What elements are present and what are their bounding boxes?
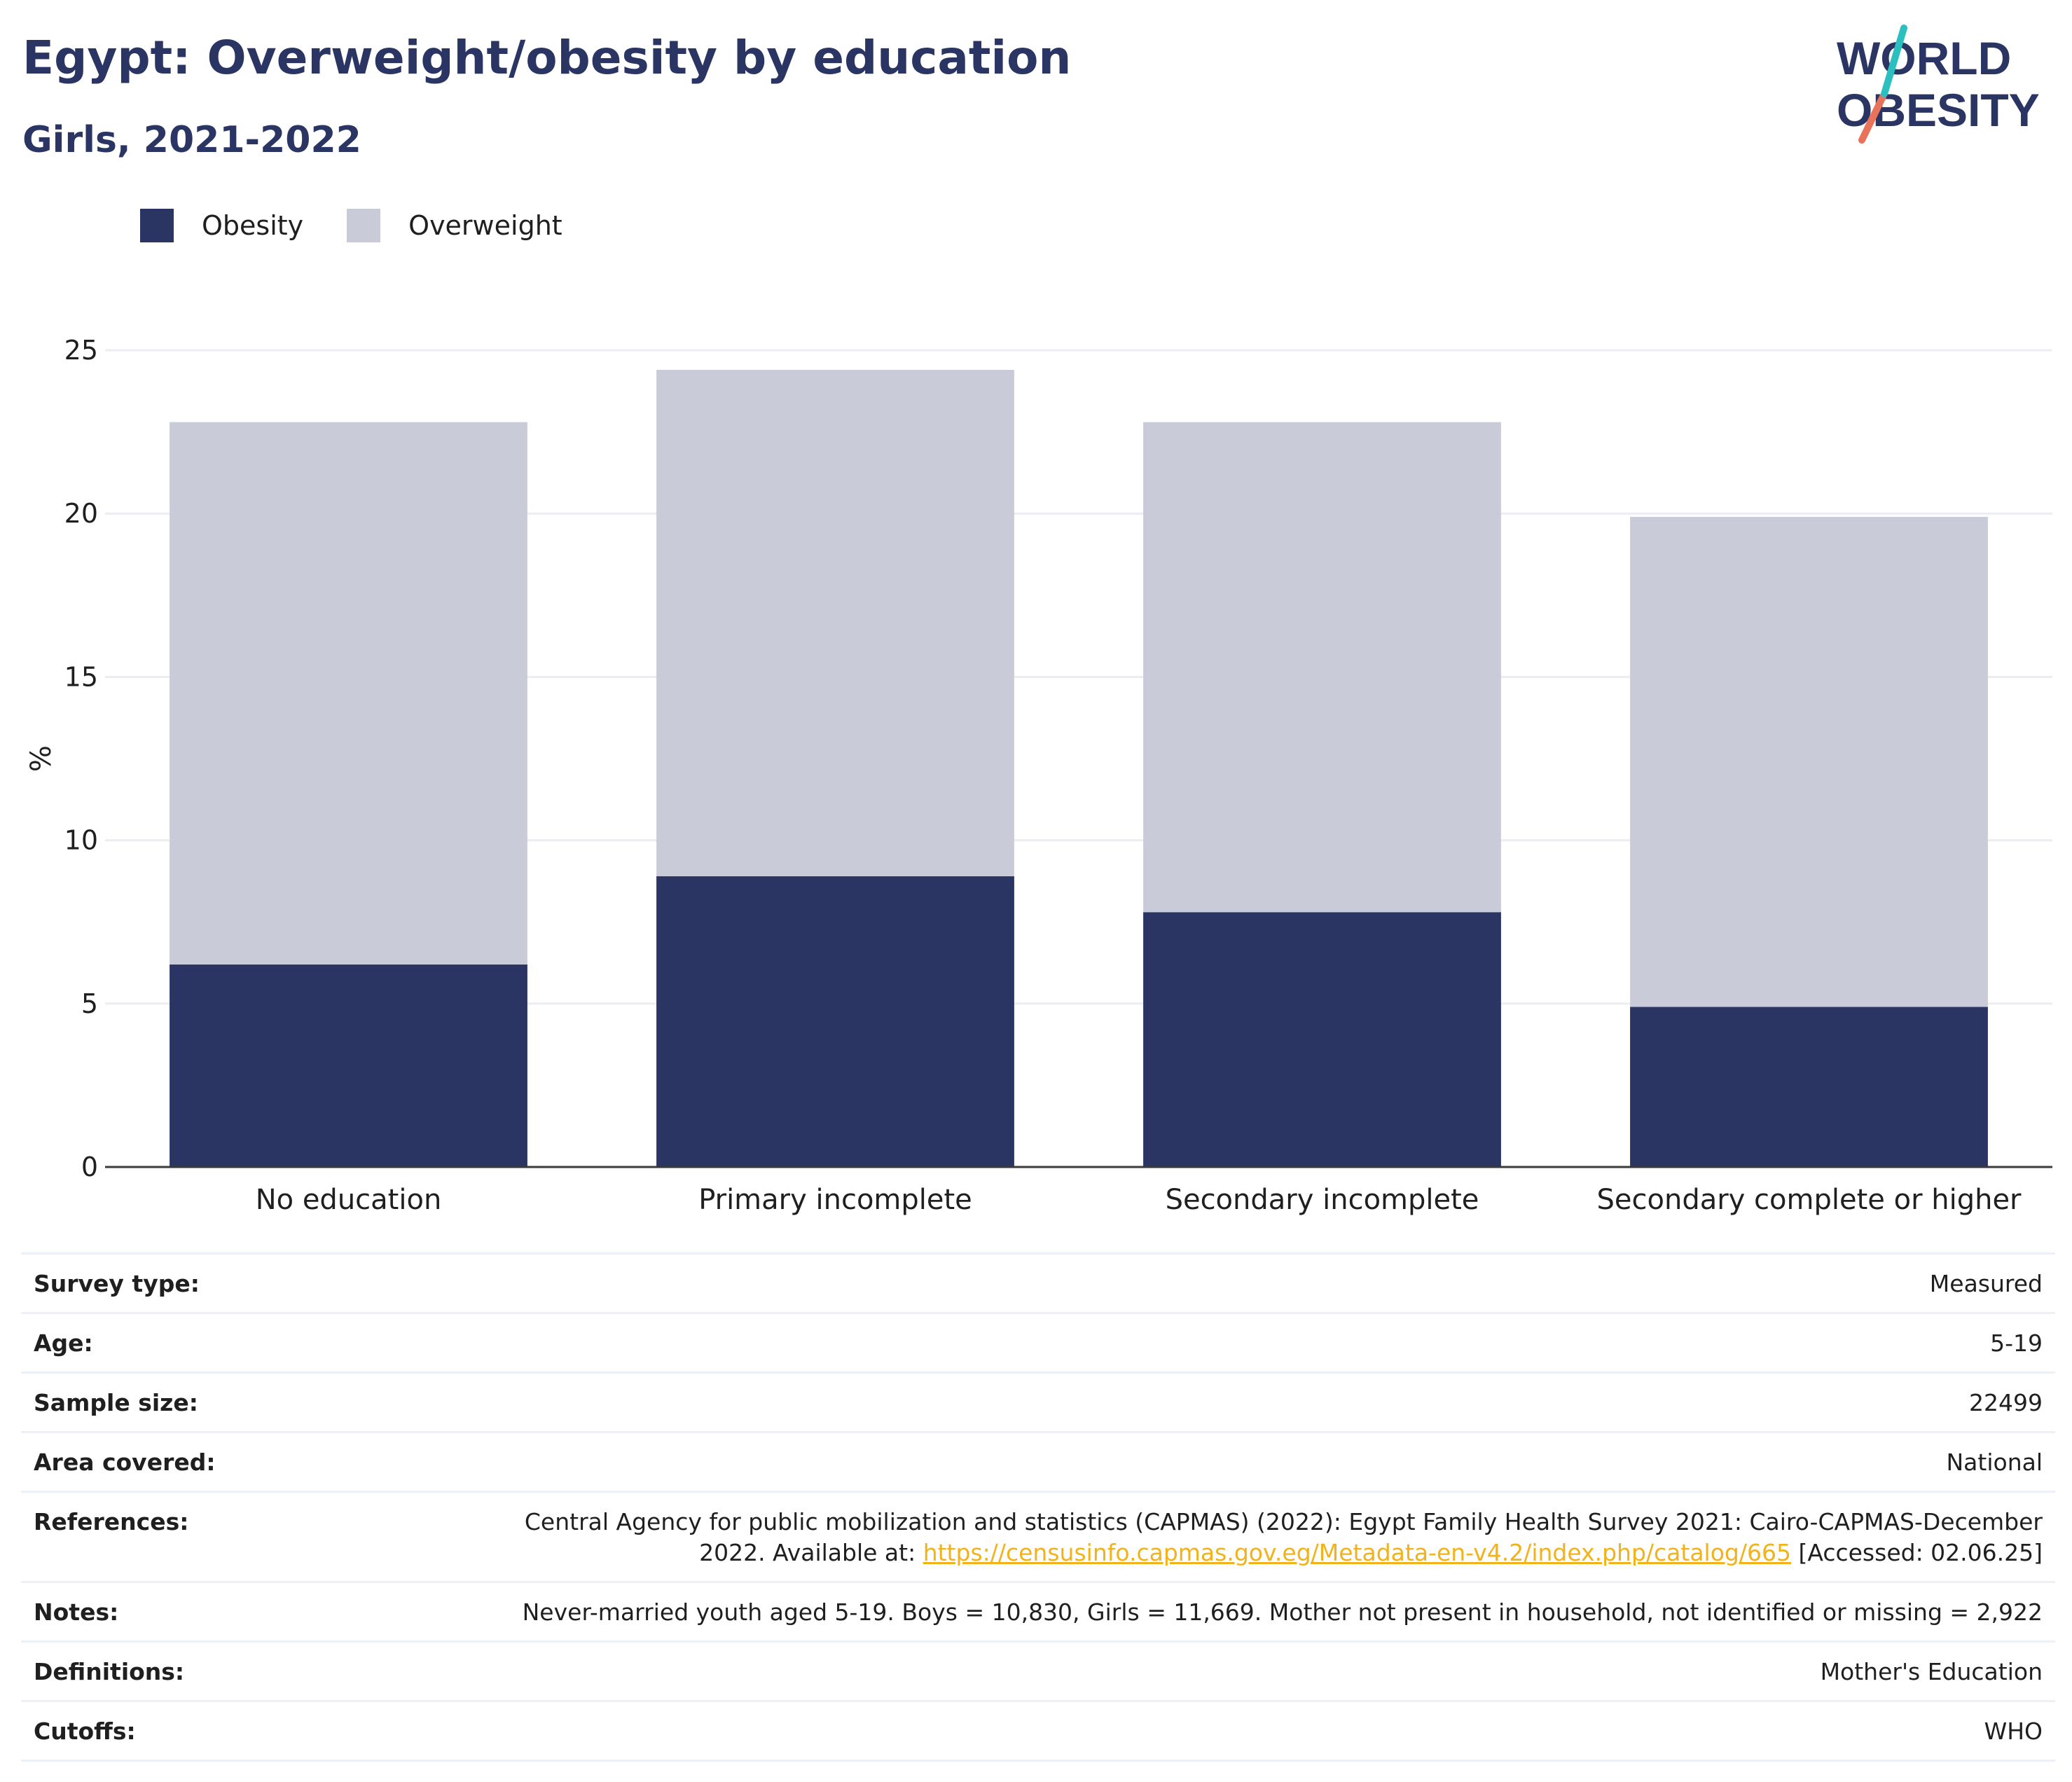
reference-text: Central Agency for public mobilization a… xyxy=(524,1508,2043,1566)
metadata-value: Never-married youth aged 5-19. Boys = 10… xyxy=(467,1581,2055,1642)
metadata-value: WHO xyxy=(467,1700,2055,1762)
bar-overweight xyxy=(1630,516,1988,1007)
chart-legend: Obesity Overweight xyxy=(140,209,606,242)
legend-label-obesity: Obesity xyxy=(202,210,304,241)
x-tick-label: Secondary incomplete xyxy=(1166,1184,1479,1216)
y-tick-label: 25 xyxy=(64,335,98,366)
legend-label-overweight: Overweight xyxy=(408,210,562,241)
y-tick-label: 20 xyxy=(64,498,98,529)
metadata-row: Definitions: Mother's Education xyxy=(21,1641,2055,1701)
metadata-key: Age: xyxy=(21,1312,467,1373)
metadata-table: Survey type: Measured Age: 5-19 Sample s… xyxy=(21,1252,2055,1762)
metadata-row: Sample size: 22499 xyxy=(21,1372,2055,1432)
bar-overweight xyxy=(170,422,527,965)
metadata-key: Survey type: xyxy=(21,1252,467,1313)
metadata-row: Notes: Never-married youth aged 5-19. Bo… xyxy=(21,1581,2055,1642)
metadata-value: National xyxy=(467,1431,2055,1492)
metadata-key: Definitions: xyxy=(21,1641,467,1701)
reference-accessed: [Accessed: 02.06.25] xyxy=(1798,1539,2043,1566)
y-tick-label: 0 xyxy=(81,1152,98,1182)
metadata-key: References: xyxy=(21,1491,467,1582)
y-tick-label: 10 xyxy=(64,825,98,856)
metadata-row: Cutoffs: WHO xyxy=(21,1700,2055,1762)
chart-subtitle: Girls, 2021-2022 xyxy=(22,119,361,161)
metadata-value: 5-19 xyxy=(467,1312,2055,1373)
bar-obesity xyxy=(1143,912,1501,1167)
x-tick-label: Primary incomplete xyxy=(698,1184,972,1216)
legend-swatch-obesity xyxy=(140,209,174,242)
metadata-row: References: Central Agency for public mo… xyxy=(21,1491,2055,1582)
logo-slash-top xyxy=(1881,25,1907,97)
world-obesity-logo: WORLD OBESITY xyxy=(1837,25,2040,144)
metadata-value: 22499 xyxy=(467,1372,2055,1432)
logo-line1: WORLD xyxy=(1837,32,2011,84)
metadata-key: Notes: xyxy=(21,1581,467,1642)
logo-slash-bottom xyxy=(1858,93,1886,144)
bar-obesity xyxy=(170,964,527,1167)
metadata-key: Area covered: xyxy=(21,1431,467,1492)
y-tick-label: 5 xyxy=(81,988,98,1019)
metadata-row: Age: 5-19 xyxy=(21,1312,2055,1373)
legend-item-overweight[interactable]: Overweight xyxy=(347,209,562,242)
y-tick-label: 15 xyxy=(64,661,98,692)
legend-item-obesity[interactable]: Obesity xyxy=(140,209,303,242)
chart-title: Egypt: Overweight/obesity by education xyxy=(22,31,1072,85)
x-tick-label: Secondary complete or higher xyxy=(1597,1184,2022,1216)
metadata-value-references: Central Agency for public mobilization a… xyxy=(467,1491,2055,1582)
bar-obesity xyxy=(1630,1007,1988,1167)
x-tick-label: No education xyxy=(256,1184,442,1216)
y-axis-label: % xyxy=(25,745,57,772)
metadata-row: Area covered: National xyxy=(21,1431,2055,1492)
legend-swatch-overweight xyxy=(347,209,381,242)
metadata-value: Measured xyxy=(467,1252,2055,1313)
metadata-row: Survey type: Measured xyxy=(21,1252,2055,1313)
bar-overweight xyxy=(656,369,1014,876)
bar-obesity xyxy=(656,876,1014,1167)
metadata-key: Cutoffs: xyxy=(21,1700,467,1762)
metadata-key: Sample size: xyxy=(21,1372,467,1432)
bar-overweight xyxy=(1143,422,1501,913)
bar-chart: 0 5 10 15 20 25% No education Primary incomplet… xyxy=(25,335,2052,1216)
reference-link[interactable]: https://censusinfo.capmas.gov.eg/Metadat… xyxy=(923,1539,1791,1566)
metadata-value: Mother's Education xyxy=(467,1641,2055,1701)
